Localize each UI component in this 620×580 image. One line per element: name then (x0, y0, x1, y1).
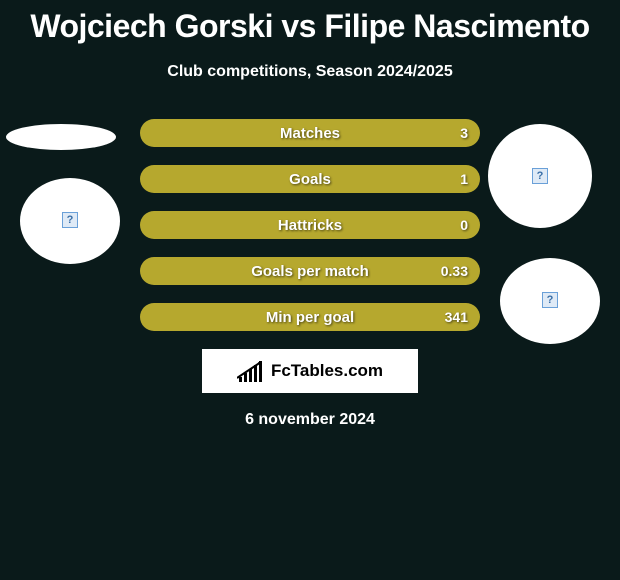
stat-value: 3 (460, 125, 468, 141)
stat-value: 0.33 (441, 263, 468, 279)
stat-row: Hattricks 0 (140, 211, 480, 239)
stat-label: Goals per match (251, 263, 369, 280)
stat-label: Min per goal (266, 309, 354, 326)
broken-image-icon (542, 292, 558, 308)
decoration-ellipse-left (6, 124, 116, 150)
brand-text: FcTables.com (271, 361, 383, 381)
page-title: Wojciech Gorski vs Filipe Nascimento (0, 0, 620, 45)
stat-row: Min per goal 341 (140, 303, 480, 331)
brand-box: FcTables.com (202, 349, 418, 393)
stat-row: Goals per match 0.33 (140, 257, 480, 285)
stat-row: Goals 1 (140, 165, 480, 193)
footer-date: 6 november 2024 (0, 411, 620, 429)
bar-chart-trend-icon (237, 360, 265, 382)
page-subtitle: Club competitions, Season 2024/2025 (0, 63, 620, 81)
stats-panel: Matches 3 Goals 1 Hattricks 0 Goals per … (140, 119, 480, 331)
stat-label: Hattricks (278, 217, 342, 234)
stat-label: Matches (280, 125, 340, 142)
broken-image-icon (62, 212, 78, 228)
stat-value: 0 (460, 217, 468, 233)
stat-row: Matches 3 (140, 119, 480, 147)
stat-value: 341 (445, 309, 468, 325)
stat-label: Goals (289, 171, 331, 188)
stat-value: 1 (460, 171, 468, 187)
broken-image-icon (532, 168, 548, 184)
